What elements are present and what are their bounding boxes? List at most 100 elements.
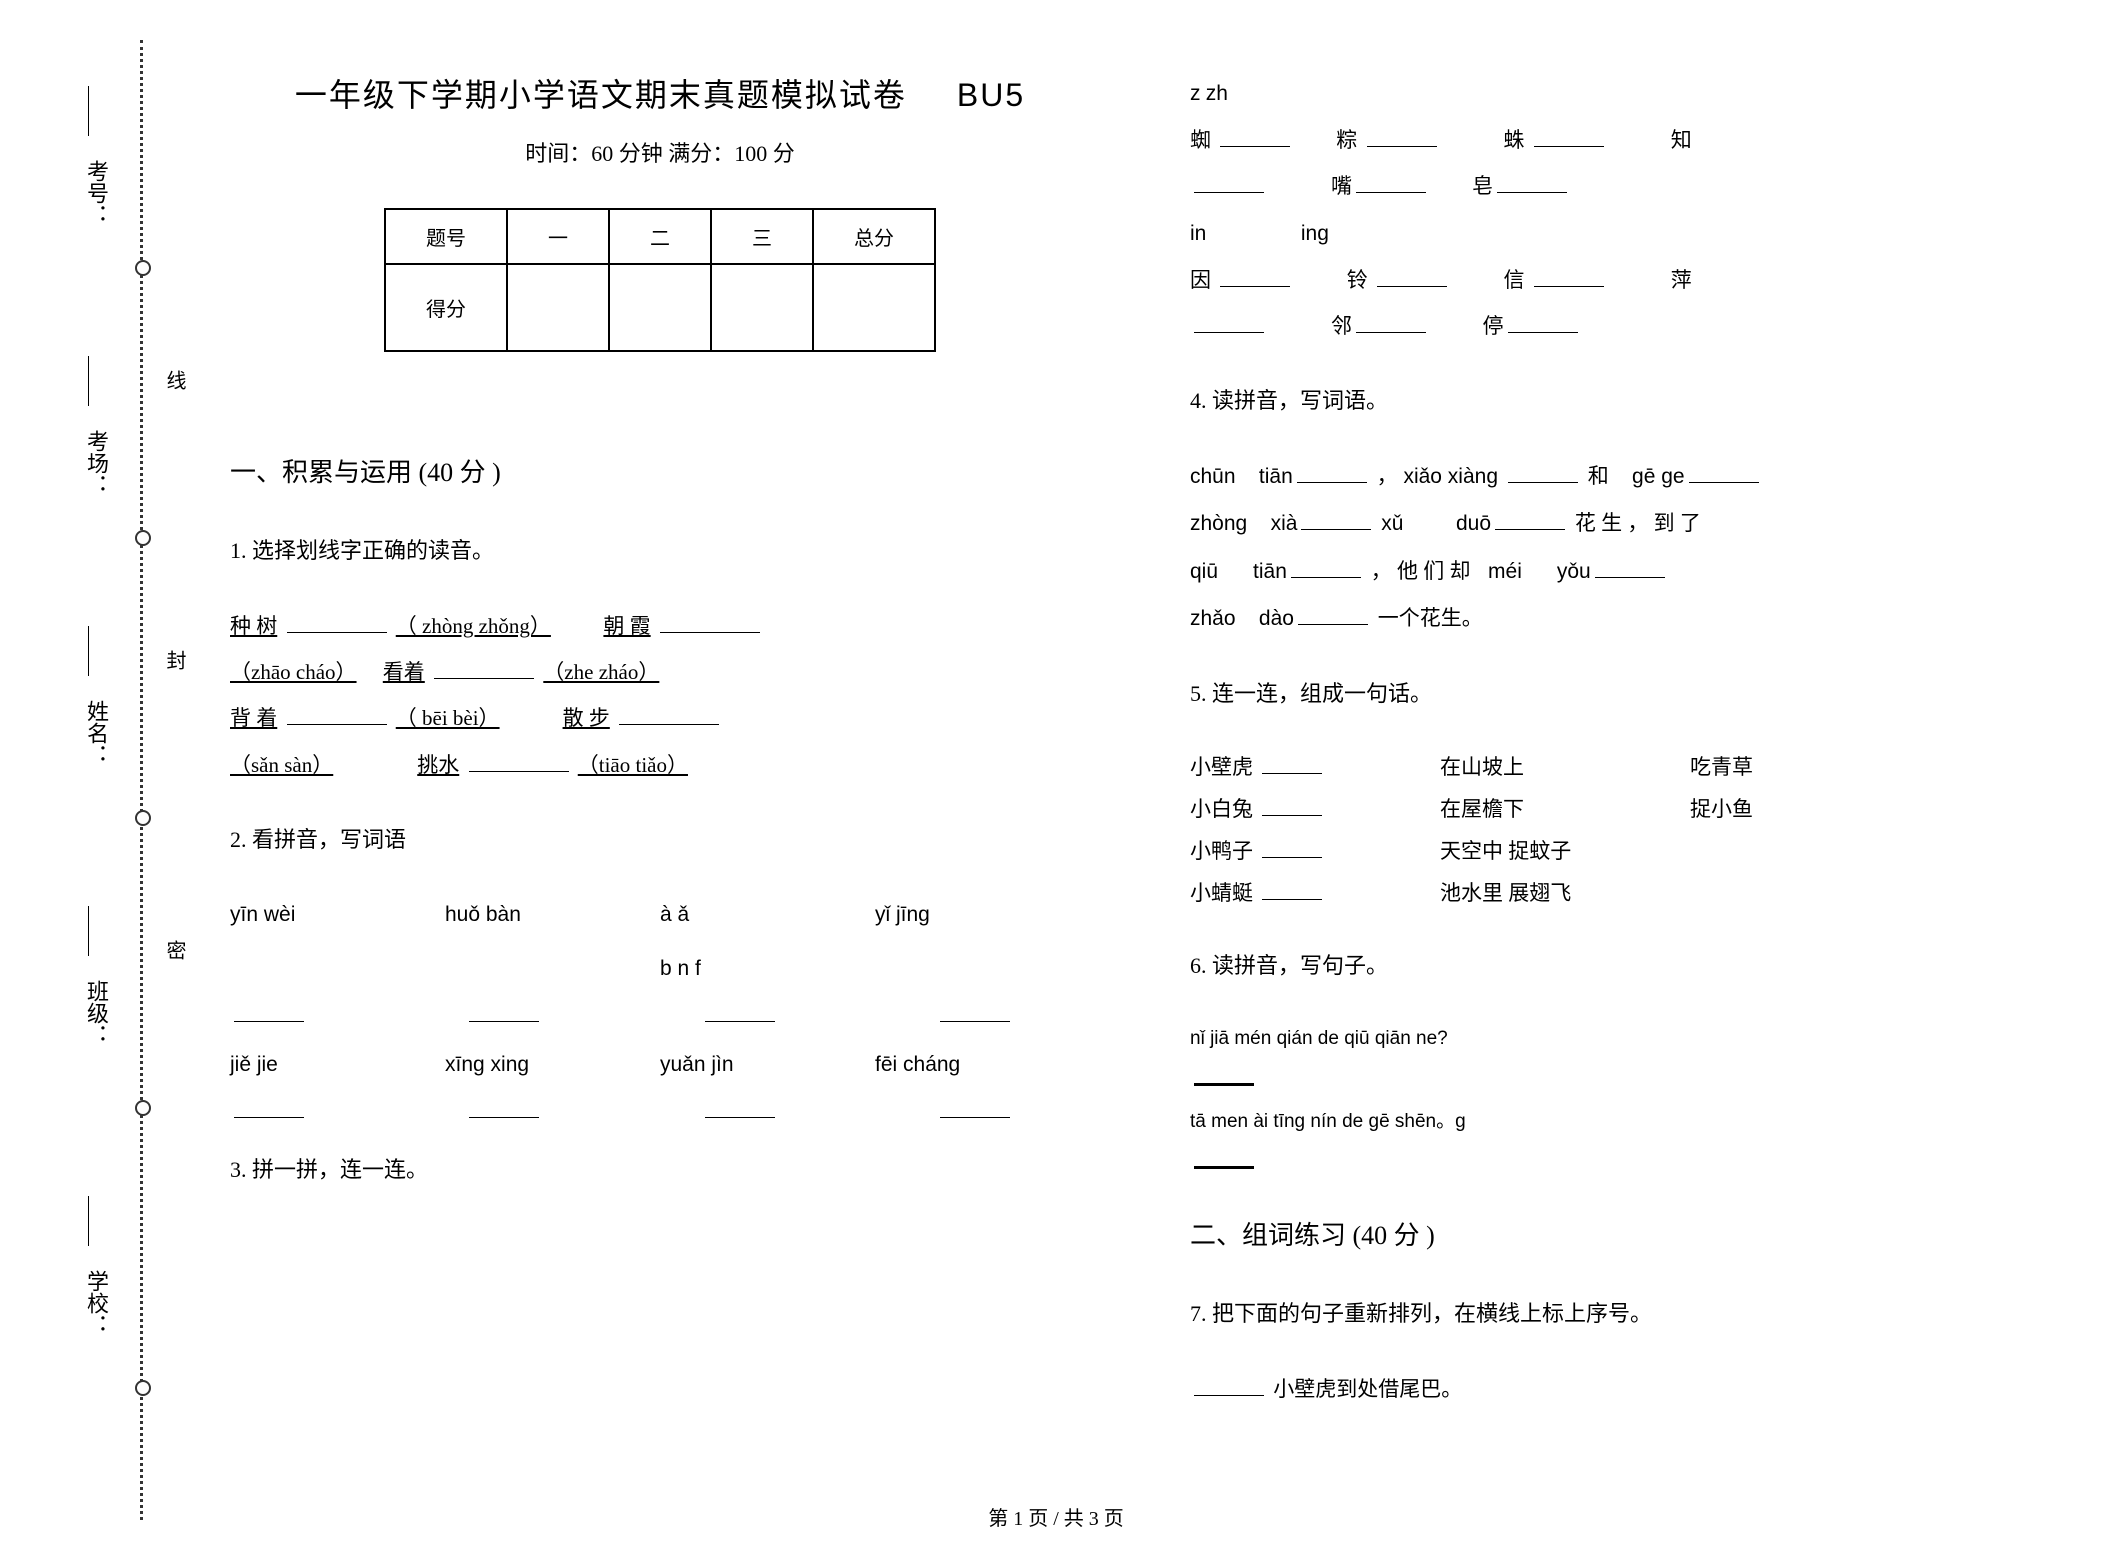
text: 和 — [1588, 464, 1609, 488]
answer-blank[interactable] — [1262, 794, 1322, 816]
pinyin: fēi cháng — [875, 1042, 1090, 1088]
exam-title: 一年级下学期小学语文期末真题模拟试卷 BU5 — [230, 70, 1090, 116]
q1-word: 看着 — [383, 660, 425, 684]
answer-blank[interactable] — [1220, 265, 1290, 287]
answer-blank[interactable] — [1194, 1064, 1254, 1086]
answer-blank[interactable] — [1194, 1374, 1264, 1396]
answer-blank[interactable] — [434, 657, 534, 679]
pinyin: tiān — [1259, 465, 1293, 488]
answer-blank[interactable] — [1356, 171, 1426, 193]
answer-blank[interactable] — [1534, 265, 1604, 287]
answer-blank[interactable] — [1534, 125, 1604, 147]
answer-blank[interactable] — [234, 1000, 304, 1022]
answer-blank[interactable] — [469, 750, 569, 772]
answer-blank[interactable] — [469, 1096, 539, 1118]
answer-blank[interactable] — [1508, 461, 1578, 483]
pinyin: chūn — [1190, 465, 1236, 488]
answer-blank[interactable] — [1495, 508, 1565, 530]
fold-marker — [135, 530, 151, 546]
pinyin: dào — [1259, 607, 1294, 630]
answer-blank[interactable] — [1356, 311, 1426, 333]
text: ， — [1377, 464, 1398, 488]
char: 嘴 — [1331, 174, 1352, 198]
char: 蜘 — [1190, 128, 1211, 152]
pinyin-row: b n f — [230, 946, 1090, 992]
answer-blank[interactable] — [1194, 1147, 1254, 1169]
answer-blank[interactable] — [1297, 461, 1367, 483]
answer-blank[interactable] — [1262, 878, 1322, 900]
answer-blank[interactable] — [1377, 265, 1447, 287]
answer-blank[interactable] — [660, 611, 760, 633]
answer-blank[interactable] — [1497, 171, 1567, 193]
answer-blank[interactable] — [234, 1096, 304, 1118]
fold-marker — [135, 260, 151, 276]
pinyin: xià — [1271, 512, 1298, 535]
answer-blank[interactable] — [705, 1000, 775, 1022]
text: 花 生 ， 到 了 — [1575, 511, 1701, 535]
answer-blank[interactable] — [940, 1000, 1010, 1022]
pinyin: zhòng — [1190, 512, 1247, 535]
answer-blank[interactable] — [1291, 556, 1361, 578]
match-item: 小鸭子 — [1190, 839, 1253, 863]
pinyin: xiǎo xiàng — [1403, 465, 1498, 488]
answer-blank[interactable] — [1220, 125, 1290, 147]
answer-blank[interactable] — [287, 611, 387, 633]
blank-row — [230, 1000, 1090, 1022]
answer-blank[interactable] — [1595, 556, 1665, 578]
answer-blank[interactable] — [1301, 508, 1371, 530]
char: 萍 — [1671, 268, 1692, 292]
group-head: z — [1190, 82, 1201, 105]
pinyin: qiū — [1190, 560, 1218, 583]
score-cell — [609, 264, 711, 351]
pinyin-sentence: tā men ài tīng nín de gē shēn。g — [1190, 1111, 1466, 1132]
pinyin: tiān — [1253, 560, 1287, 583]
q1-word: 朝 霞 — [603, 614, 650, 638]
answer-blank[interactable] — [469, 1000, 539, 1022]
answer-blank[interactable] — [940, 1096, 1010, 1118]
pinyin: duō — [1456, 512, 1491, 535]
answer-blank[interactable] — [1194, 171, 1264, 193]
pinyin — [230, 946, 445, 992]
answer-blank[interactable] — [1298, 603, 1368, 625]
q3-label: 3. 拼一拼，连一连。 — [230, 1148, 1090, 1192]
answer-blank[interactable] — [705, 1096, 775, 1118]
q5-body: 小壁虎 在山坡上 吃青草 小白兔 在屋檐下 捉小鱼 小鸭子 天空中 捉蚊子 小蜻… — [1190, 746, 2050, 914]
match-row: 小白兔 在屋檐下 捉小鱼 — [1190, 788, 2050, 830]
answer-blank[interactable] — [1262, 836, 1322, 858]
answer-blank[interactable] — [1194, 311, 1264, 333]
pinyin: yǐ jīng — [875, 892, 1090, 938]
table-row: 得分 — [385, 264, 935, 351]
char: 停 — [1483, 314, 1504, 338]
q3-body: z zh 蜘 粽 蛛 知 嘴 皂 in ing 因 — [1190, 70, 2050, 349]
match-row: 小壁虎 在山坡上 吃青草 — [1190, 746, 2050, 788]
seal-mi-char: 密 — [160, 940, 189, 960]
answer-blank[interactable] — [1508, 311, 1578, 333]
binding-blank — [88, 626, 110, 676]
right-column: z zh 蜘 粽 蛛 知 嘴 皂 in ing 因 — [1190, 70, 2050, 1442]
q1-opt: （tiāo tiǎo） — [578, 753, 688, 777]
text: ， 他 们 却 — [1371, 559, 1471, 583]
q2-label: 2. 看拼音，写词语 — [230, 818, 1090, 862]
answer-blank[interactable] — [1262, 752, 1322, 774]
q1-opt: （ zhòng zhǒng） — [396, 614, 551, 638]
answer-blank[interactable] — [619, 703, 719, 725]
section2-title: 二、组词练习 (40 分 ) — [1190, 1215, 2050, 1252]
pinyin-row: yīn wèi huǒ bàn à ǎ yǐ jīng — [230, 892, 1090, 938]
binding-label-kaochang: 考场： — [80, 430, 112, 496]
answer-blank[interactable] — [1689, 461, 1759, 483]
group-head: in — [1190, 222, 1206, 245]
score-cell — [711, 264, 813, 351]
table-row: 题号 一 二 三 总分 — [385, 209, 935, 264]
pinyin: méi — [1488, 560, 1522, 583]
q1-label: 1. 选择划线字正确的读音。 — [230, 529, 1090, 573]
pinyin: à ǎ — [660, 892, 875, 938]
answer-blank[interactable] — [287, 703, 387, 725]
pinyin-sentence: nǐ jiā mén qián de qiū qiān ne? — [1190, 1028, 1448, 1049]
q7-body: 小壁虎到处借尾巴。 — [1190, 1366, 2050, 1412]
th-total: 总分 — [813, 209, 935, 264]
binding-label-school: 学校： — [80, 1270, 112, 1336]
pinyin: jiě jie — [230, 1042, 445, 1088]
binding-label-kaohao: 考号： — [80, 160, 112, 226]
pinyin — [445, 946, 660, 992]
answer-blank[interactable] — [1367, 125, 1437, 147]
